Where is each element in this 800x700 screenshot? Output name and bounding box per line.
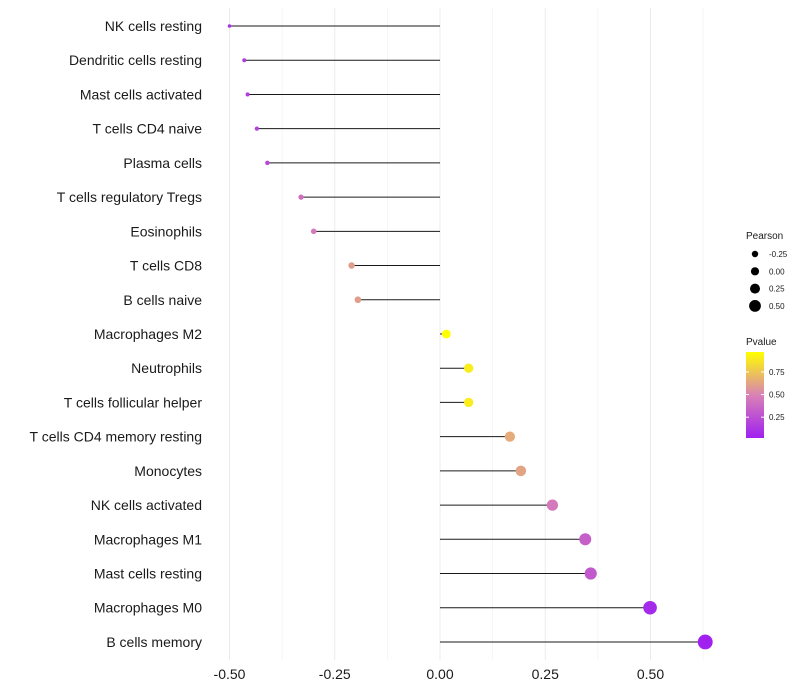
legend-label: -0.25 <box>769 250 788 259</box>
data-point <box>697 634 713 650</box>
legend-label: 0.50 <box>769 391 785 400</box>
category-label: Macrophages M2 <box>94 326 202 342</box>
data-point <box>584 567 597 580</box>
category-label: Macrophages M0 <box>94 600 202 616</box>
category-label: Mast cells activated <box>80 86 202 102</box>
legend-size-key <box>750 283 760 294</box>
data-point <box>504 431 516 442</box>
data-point <box>354 296 362 304</box>
category-label: NK cells activated <box>91 497 202 513</box>
data-point <box>643 600 657 615</box>
legend-label: 0.75 <box>769 368 785 377</box>
data-point <box>227 24 232 28</box>
category-label: B cells naive <box>123 292 202 308</box>
data-point <box>463 397 474 408</box>
category-label: T cells regulatory Tregs <box>57 189 202 205</box>
data-point <box>348 262 355 269</box>
legend-label: 0.25 <box>769 413 785 422</box>
legend-label: 0.25 <box>769 285 785 294</box>
category-label: T cells CD4 naive <box>93 121 203 137</box>
pearson-size-legend: Pearson -0.25 0.00 0.25 0.50 <box>746 231 788 312</box>
color-bar <box>746 352 764 438</box>
data-point <box>515 465 527 477</box>
data-point <box>265 160 270 166</box>
data-point <box>254 126 259 131</box>
x-tick-label: 0.00 <box>426 666 453 682</box>
legend-label: 0.50 <box>769 302 785 311</box>
lollipop-stems <box>229 25 706 643</box>
legend-title: Pearson <box>746 231 783 242</box>
category-label: B cells memory <box>106 634 202 650</box>
category-label: Plasma cells <box>123 155 202 171</box>
x-tick-label: 0.25 <box>532 666 559 682</box>
category-labels: NK cells resting Dendritic cells resting M… <box>30 18 203 650</box>
legend-title: Pvalue <box>746 337 777 348</box>
x-tick-label: -0.25 <box>319 666 351 682</box>
data-point <box>546 499 559 511</box>
category-label: Neutrophils <box>131 360 202 376</box>
category-label: T cells follicular helper <box>64 394 203 410</box>
category-label: Monocytes <box>134 463 202 479</box>
data-point <box>298 194 304 200</box>
category-label: Macrophages M1 <box>94 531 202 547</box>
lollipop-points <box>227 24 713 650</box>
pvalue-color-legend: Pvalue 0.75 0.50 0.25 <box>746 337 785 438</box>
data-point <box>245 92 250 97</box>
x-tick-label: 0.50 <box>637 666 664 682</box>
legend-size-key <box>751 250 759 258</box>
data-point <box>463 363 474 373</box>
category-label: Mast cells resting <box>94 566 202 582</box>
grid-lines <box>229 8 704 660</box>
category-label: Eosinophils <box>130 223 202 239</box>
category-label: T cells CD8 <box>130 258 202 274</box>
legend-size-key <box>750 267 760 276</box>
x-axis-ticks: -0.50 -0.25 0.00 0.25 0.50 <box>214 666 665 682</box>
legend-label: 0.00 <box>769 267 785 276</box>
category-label: T cells CD4 memory resting <box>30 429 202 445</box>
category-label: Dendritic cells resting <box>69 52 202 68</box>
legend-size-key <box>749 300 761 312</box>
x-tick-label: -0.50 <box>214 666 246 682</box>
data-point <box>310 228 317 235</box>
data-point <box>579 533 592 546</box>
data-point <box>441 329 451 339</box>
data-point <box>242 58 247 63</box>
category-label: NK cells resting <box>105 18 202 34</box>
